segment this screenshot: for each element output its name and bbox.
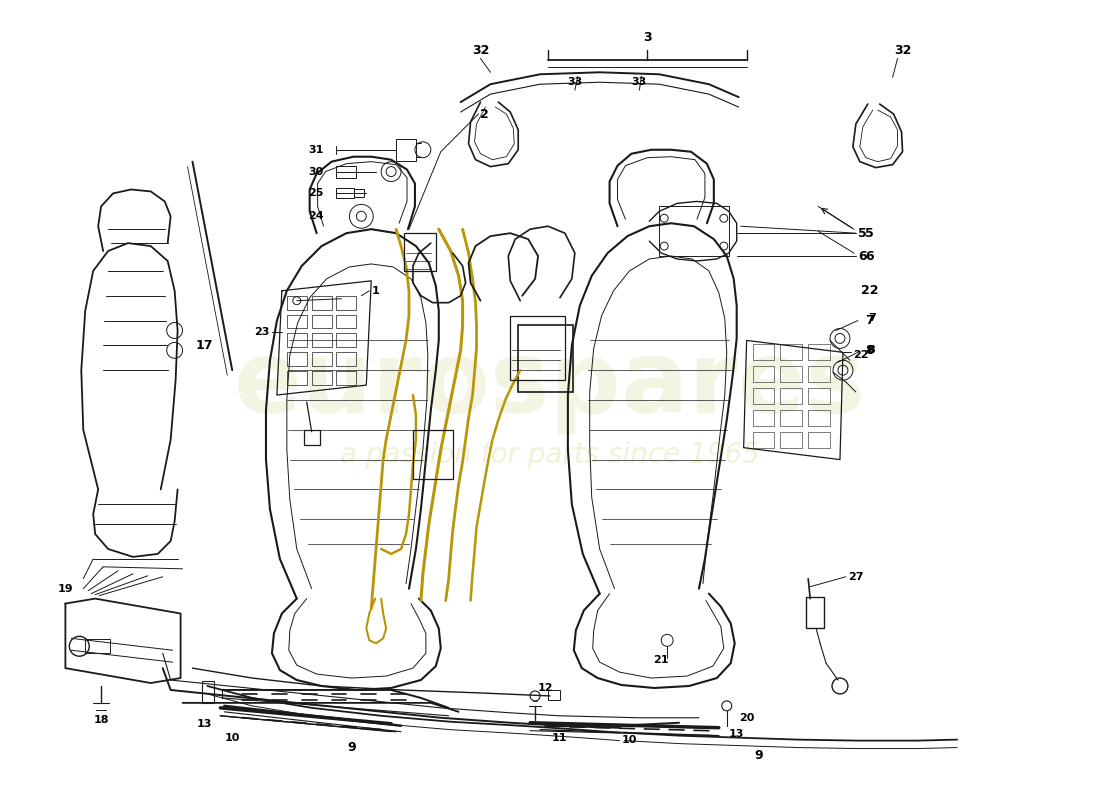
Text: 21: 21	[653, 655, 669, 665]
Bar	[396, 139, 416, 161]
Bar	[337, 296, 356, 310]
Bar	[806, 597, 824, 629]
Bar	[311, 296, 331, 310]
Text: 19: 19	[57, 584, 74, 594]
Bar	[780, 432, 802, 448]
Text: 13: 13	[197, 718, 212, 729]
Bar	[311, 334, 331, 347]
Text: a passion for parts since 1965: a passion for parts since 1965	[340, 441, 760, 469]
Bar	[780, 410, 802, 426]
Text: 20: 20	[739, 713, 755, 722]
Text: 10: 10	[224, 733, 240, 742]
Text: 25: 25	[308, 189, 323, 198]
Text: 17: 17	[196, 339, 213, 352]
Text: 8: 8	[866, 344, 874, 357]
Bar	[548, 690, 560, 700]
Text: 6: 6	[866, 250, 874, 262]
Bar	[202, 681, 215, 703]
Bar	[780, 366, 802, 382]
Bar	[337, 334, 356, 347]
Text: 11: 11	[552, 733, 568, 742]
Text: 1: 1	[372, 286, 379, 296]
Text: 9: 9	[755, 749, 763, 762]
Text: 7: 7	[866, 314, 874, 327]
Bar	[354, 190, 364, 198]
Bar	[780, 344, 802, 360]
Bar	[510, 315, 565, 380]
Bar	[287, 352, 307, 366]
Bar	[311, 352, 331, 366]
Bar	[287, 334, 307, 347]
Bar	[752, 432, 774, 448]
Text: 31: 31	[308, 145, 323, 154]
Bar	[752, 388, 774, 404]
Text: 5: 5	[866, 226, 874, 240]
Text: 22: 22	[861, 284, 879, 298]
Bar	[808, 344, 830, 360]
Text: 32: 32	[472, 44, 490, 57]
Bar	[311, 371, 331, 385]
Text: 6: 6	[858, 250, 867, 262]
Text: eurospares: eurospares	[234, 337, 866, 434]
Bar	[337, 352, 356, 366]
Text: 8: 8	[868, 346, 876, 355]
Bar	[287, 371, 307, 385]
Text: 9: 9	[348, 741, 355, 754]
Text: 5: 5	[858, 226, 867, 240]
Text: 22: 22	[852, 350, 868, 360]
Text: 3: 3	[644, 31, 651, 44]
Bar	[780, 388, 802, 404]
Text: 13: 13	[728, 729, 744, 738]
Text: 12: 12	[538, 683, 553, 693]
Text: 2: 2	[481, 107, 490, 121]
Bar	[311, 314, 331, 329]
Text: 27: 27	[848, 572, 864, 582]
Bar	[412, 430, 453, 479]
Bar	[752, 344, 774, 360]
Text: 23: 23	[254, 327, 270, 338]
Text: 32: 32	[894, 44, 911, 57]
Bar	[337, 189, 354, 198]
Text: 24: 24	[308, 211, 323, 222]
Bar	[659, 206, 728, 256]
Bar	[86, 639, 110, 654]
Text: 18: 18	[94, 714, 109, 725]
Bar	[404, 233, 436, 271]
Bar	[752, 366, 774, 382]
Bar	[808, 366, 830, 382]
Text: 10: 10	[621, 734, 637, 745]
Bar	[287, 296, 307, 310]
Text: 7: 7	[868, 313, 876, 322]
Bar	[752, 410, 774, 426]
Text: 30: 30	[308, 166, 323, 177]
Bar	[808, 388, 830, 404]
Bar	[808, 432, 830, 448]
Bar	[337, 166, 356, 178]
Bar	[808, 410, 830, 426]
Bar	[518, 325, 573, 392]
Text: 33: 33	[568, 78, 583, 87]
Bar	[337, 314, 356, 329]
Bar	[287, 314, 307, 329]
Text: 33: 33	[631, 78, 647, 87]
Bar	[304, 430, 320, 445]
Bar	[337, 371, 356, 385]
